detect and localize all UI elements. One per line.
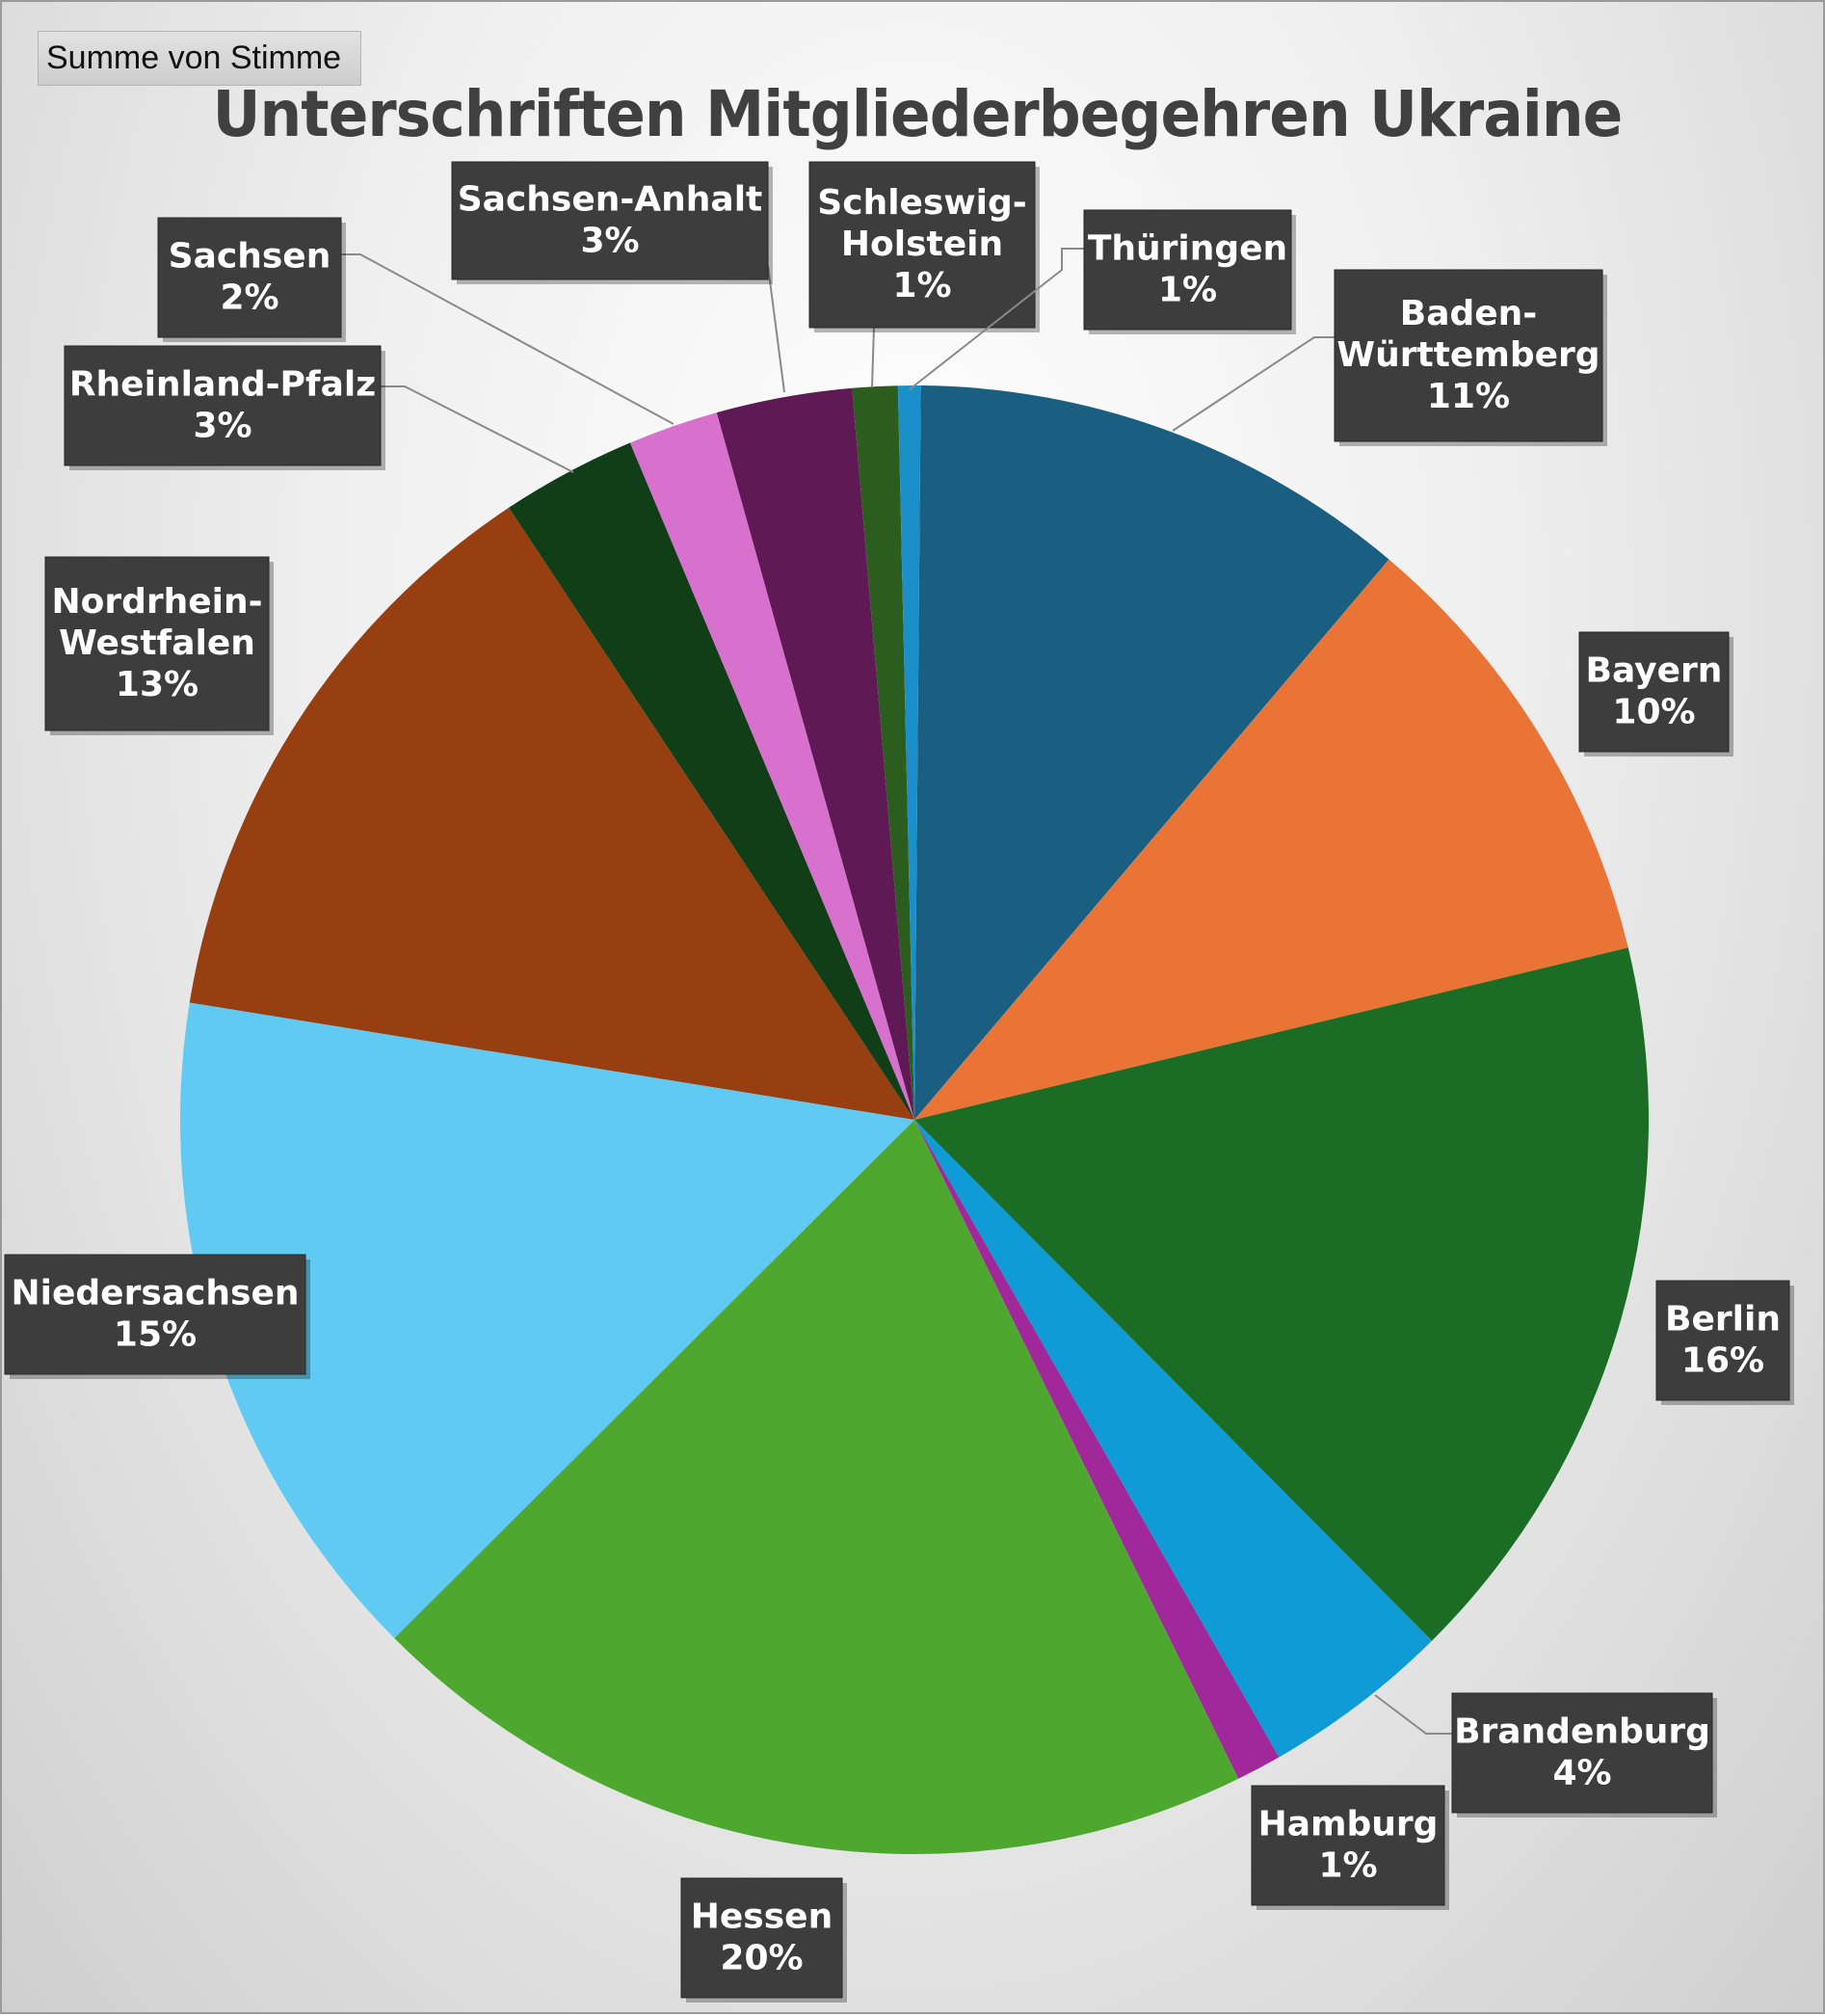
data-label-name: Schleswig- xyxy=(817,183,1026,223)
data-label-name: Bayern xyxy=(1586,651,1723,691)
pie-slice-brandenburg[interactable] xyxy=(914,1120,1433,1758)
data-label-name: Sachsen-Anhalt xyxy=(458,180,763,220)
leader-line-thueringen xyxy=(909,248,1084,390)
data-label-box xyxy=(1251,1785,1445,1906)
leader-line-schleswig-holstein xyxy=(871,327,875,388)
data-label-percent: 20% xyxy=(720,1939,803,1978)
data-label-percent: 3% xyxy=(193,407,251,446)
pie-slice-sachsen-anhalt[interactable] xyxy=(716,387,914,1120)
data-label-percent: 4% xyxy=(1552,1754,1611,1793)
data-label-percent: 1% xyxy=(892,266,951,305)
data-label-name: Thüringen xyxy=(1088,229,1287,269)
chart-title: Unterschriften Mitgliederbegehren Ukrain… xyxy=(212,77,1624,151)
data-label-box xyxy=(451,161,769,280)
data-label-name: Nordrhein- xyxy=(51,582,262,622)
data-label-box xyxy=(1451,1692,1713,1814)
pie-slice-hessen[interactable] xyxy=(394,1120,1239,1855)
pie-slices xyxy=(179,385,1650,1855)
data-label-box xyxy=(1083,209,1292,331)
pie-slice-bayern[interactable] xyxy=(914,559,1628,1120)
data-label-percent: 13% xyxy=(116,665,198,704)
data-label-name: Berlin xyxy=(1665,1300,1781,1340)
pie-slice-sachsen[interactable] xyxy=(629,412,914,1120)
pie-slice-niedersachsen[interactable] xyxy=(179,1002,914,1638)
pie-slice-baden-wuerttemberg[interactable] xyxy=(914,385,1389,1120)
data-label-percent: 3% xyxy=(580,222,639,261)
leader-line-brandenburg xyxy=(1374,1694,1452,1735)
pie-slice-rheinland-pfalz[interactable] xyxy=(509,442,914,1121)
leader-line-sachsen-anhalt xyxy=(767,265,785,393)
data-label-name: Hamburg xyxy=(1258,1805,1439,1844)
pie-slice-schleswig-holstein[interactable] xyxy=(852,385,914,1120)
pie-slice-thueringen[interactable] xyxy=(897,385,921,1120)
data-label-percent: 10% xyxy=(1612,693,1695,732)
data-label-box xyxy=(808,161,1036,329)
data-label-name: Baden- xyxy=(1400,294,1538,333)
data-label-box xyxy=(44,556,270,731)
data-label-percent: 1% xyxy=(1318,1846,1377,1886)
data-label-box xyxy=(4,1254,306,1375)
leader-line-sachsen xyxy=(341,253,674,425)
data-label-name: Württemberg xyxy=(1336,335,1600,375)
data-label-box xyxy=(1655,1280,1790,1401)
data-label-box xyxy=(64,345,382,466)
data-label-name: Niedersachsen xyxy=(12,1274,300,1313)
data-label-box xyxy=(1578,631,1730,753)
data-label-percent: 2% xyxy=(220,279,278,318)
data-label-percent: 11% xyxy=(1427,377,1510,416)
data-label-name: Hessen xyxy=(691,1897,833,1937)
leader-line-baden-wuerttemberg xyxy=(1172,336,1335,432)
pie-slice-nordrhein-westfalen[interactable] xyxy=(189,507,914,1120)
leader-line-rheinland-pfalz xyxy=(381,385,574,473)
data-label-name: Brandenburg xyxy=(1454,1712,1710,1752)
data-label-name: Sachsen xyxy=(169,237,331,277)
data-label-box xyxy=(1334,269,1603,442)
data-label-percent: 15% xyxy=(114,1315,197,1355)
pivot-field-button[interactable]: Summe von Stimme xyxy=(38,31,362,86)
pie-slice-berlin[interactable] xyxy=(914,947,1650,1641)
data-label-name: Westfalen xyxy=(59,623,255,663)
data-label-name: Rheinland-Pfalz xyxy=(69,365,376,405)
pie-slice-hamburg[interactable] xyxy=(914,1120,1280,1779)
data-label-percent: 16% xyxy=(1681,1341,1764,1381)
data-label-box xyxy=(680,1877,843,1999)
data-label-box xyxy=(157,217,342,338)
data-label-name: Holstein xyxy=(841,225,1003,264)
data-label-percent: 1% xyxy=(1158,271,1217,310)
